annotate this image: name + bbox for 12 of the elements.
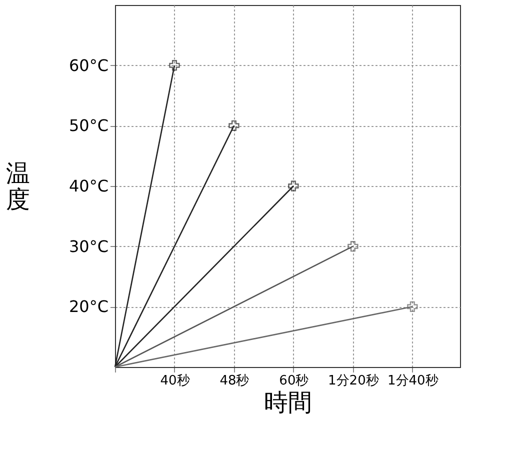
x-tick-label: 60秒 (279, 374, 309, 388)
y-tick-label: 30°C (68, 236, 108, 256)
y-tick-label: 40°C (68, 176, 108, 196)
y-tick-label: 60°C (68, 56, 108, 75)
x-tick-label: 40秒 (160, 374, 190, 388)
y-tick-label: 20°C (68, 297, 108, 316)
x-tick-label: 48秒 (220, 374, 250, 388)
y-tick-label: 50°C (68, 116, 108, 136)
x-tick-label: 1分20秒 (328, 374, 379, 388)
x-tick-label: 1分40秒 (388, 374, 438, 388)
y-axis-title: 温度 (6, 160, 30, 214)
x-axis-title: 時間 (264, 388, 312, 416)
